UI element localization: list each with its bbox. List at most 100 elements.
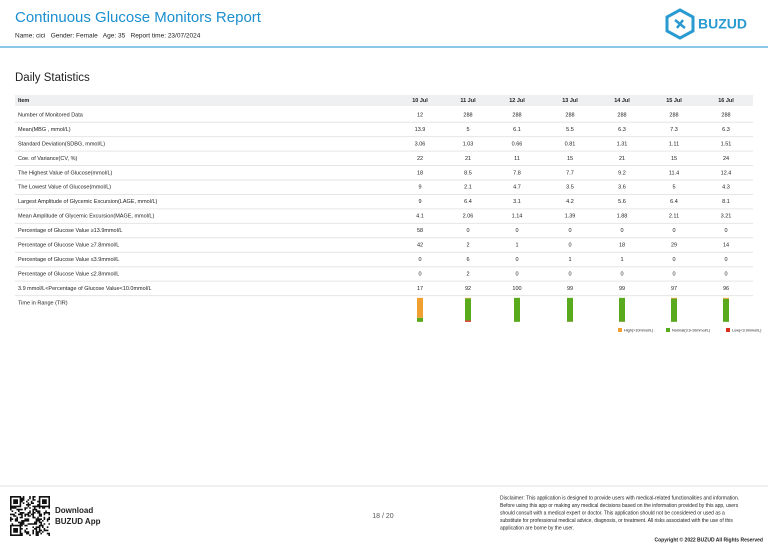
table-cell: 0 xyxy=(672,228,675,234)
table-cell: 288 xyxy=(463,112,472,118)
table-cell: 2.11 xyxy=(669,214,679,220)
table-cell: 0.66 xyxy=(512,141,523,147)
tir-segment xyxy=(671,298,677,299)
table-cell: 5 xyxy=(672,185,675,191)
table-cell: 99 xyxy=(567,286,573,292)
table-cell: 1 xyxy=(568,257,571,263)
report-title: Continuous Glucose Monitors Report xyxy=(15,9,262,26)
table-cell: 0 xyxy=(515,228,518,234)
row-label: Number of Monitored Data xyxy=(18,112,84,118)
table-cell: 0 xyxy=(418,271,421,277)
table-cell: 4.7 xyxy=(513,185,521,191)
table-cell: 7.8 xyxy=(513,170,521,176)
table-cell: 9 xyxy=(418,185,421,191)
legend-label: High(>10mmol/L) xyxy=(624,329,654,333)
table-cell: 0 xyxy=(515,257,518,263)
row-label: Mean Amplitude of Glycemic Excursion(MAG… xyxy=(18,214,154,220)
row-label: Percentage of Glucose Value ≤2.8mmol/L xyxy=(18,271,119,277)
table-cell: 0 xyxy=(724,271,727,277)
table-cell: 9 xyxy=(418,199,421,205)
table-cell: 0 xyxy=(724,228,727,234)
legend-swatch xyxy=(726,328,730,332)
column-header: 10 Jul xyxy=(412,98,428,104)
table-cell: 4.3 xyxy=(722,185,730,191)
logo-text: BUZUD xyxy=(698,16,747,32)
tir-segment xyxy=(723,298,729,299)
tir-segment xyxy=(417,318,423,322)
legend-label: Normal(3.9-10mmol/L) xyxy=(672,329,711,333)
table-cell: 2.1 xyxy=(464,185,472,191)
table-cell: 6.4 xyxy=(670,199,678,205)
table-cell: 18 xyxy=(619,243,625,249)
table-cell: 6 xyxy=(466,257,469,263)
table-cell: 9.2 xyxy=(618,170,626,176)
copyright: Copyright © 2022 BUZUD All Rights Reserv… xyxy=(654,536,763,543)
table-cell: 8.5 xyxy=(464,170,472,176)
table-cell: 3.21 xyxy=(721,214,732,220)
column-header: Item xyxy=(18,98,29,104)
table-cell: 24 xyxy=(723,156,729,162)
disclaimer-line: substitute for professional medical advi… xyxy=(500,518,733,524)
table-cell: 3.5 xyxy=(566,185,574,191)
table-cell: 1.31 xyxy=(617,141,628,147)
table-cell: 2 xyxy=(466,243,469,249)
tir-segment xyxy=(465,298,471,320)
table-cell: 12 xyxy=(417,112,423,118)
table-cell: 14 xyxy=(723,243,729,249)
table-cell: 1 xyxy=(515,243,518,249)
column-header: 12 Jul xyxy=(509,98,525,104)
table-cell: 0 xyxy=(466,228,469,234)
table-cell: 0 xyxy=(672,257,675,263)
table-cell: 1.03 xyxy=(463,141,474,147)
table-cell: 0.81 xyxy=(565,141,576,147)
table-cell: 5 xyxy=(466,127,469,133)
table-cell: 288 xyxy=(565,112,574,118)
row-label: Standard Deviation(SDBG, mmol/L) xyxy=(18,141,105,147)
table-cell: 6.1 xyxy=(513,127,521,133)
table-cell: 2.06 xyxy=(463,214,474,220)
row-label: 3.9 mmol/L<Percentage of Glucose Value<1… xyxy=(18,286,152,292)
row-label: Time in Range (TIR) xyxy=(18,300,68,306)
table-cell: 6.3 xyxy=(722,127,730,133)
table-cell: 6.3 xyxy=(618,127,626,133)
table-cell: 0 xyxy=(418,257,421,263)
table-cell: 0 xyxy=(515,271,518,277)
table-cell: 0 xyxy=(724,257,727,263)
column-header: 11 Jul xyxy=(460,98,476,104)
table-cell: 6.4 xyxy=(464,199,472,205)
table-header-bg xyxy=(15,95,753,106)
tir-segment xyxy=(619,298,625,322)
table-cell: 0 xyxy=(620,271,623,277)
column-header: 15 Jul xyxy=(666,98,682,104)
table-cell: 1.39 xyxy=(565,214,576,220)
table-cell: 0 xyxy=(620,228,623,234)
patient-info: Name: cici Gender: Female Age: 35 Report… xyxy=(15,33,201,40)
table-cell: 92 xyxy=(465,286,471,292)
table-cell: 288 xyxy=(669,112,678,118)
table-cell: 5.5 xyxy=(566,127,574,133)
table-cell: 99 xyxy=(619,286,625,292)
tir-segment xyxy=(567,298,573,322)
column-header: 14 Jul xyxy=(614,98,630,104)
table-cell: 97 xyxy=(671,286,677,292)
row-label: Mean(MBG , mmol/L) xyxy=(18,127,71,133)
disclaimer-line: Before using this app or making any medi… xyxy=(500,503,739,509)
table-cell: 3.06 xyxy=(415,141,426,147)
legend-swatch xyxy=(618,328,622,332)
table-cell: 4.2 xyxy=(566,199,574,205)
table-cell: 96 xyxy=(723,286,729,292)
column-header: 13 Jul xyxy=(562,98,578,104)
table-cell: 1 xyxy=(620,257,623,263)
table-cell: 0 xyxy=(568,271,571,277)
row-label: The Highest Value of Glucose(mmol/L) xyxy=(18,170,113,176)
table-cell: 0 xyxy=(568,228,571,234)
table-cell: 1.11 xyxy=(669,141,679,147)
table-cell: 21 xyxy=(619,156,625,162)
table-cell: 13.9 xyxy=(415,127,426,133)
table-cell: 58 xyxy=(417,228,423,234)
table-cell: 3.6 xyxy=(618,185,626,191)
table-cell: 22 xyxy=(417,156,423,162)
tir-segment xyxy=(514,298,520,322)
disclaimer-line: application are borne by the user. xyxy=(500,525,574,531)
row-label: The Lowest Value of Glucose(mmol/L) xyxy=(18,185,111,191)
